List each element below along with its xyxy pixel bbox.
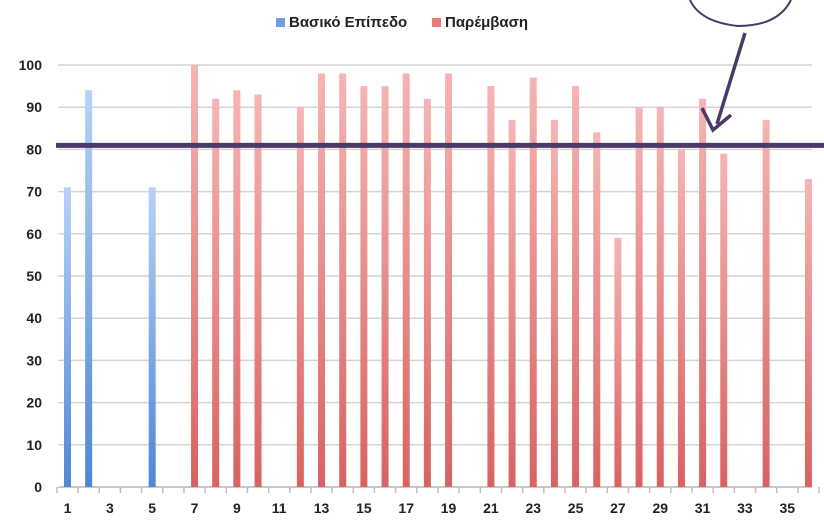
- bar: [318, 73, 326, 487]
- y-tick-label: 0: [34, 479, 42, 495]
- y-axis-ticks: 0 10 20 30 40 50 60 70 80 90 100: [19, 57, 43, 495]
- x-tick-label: 33: [737, 500, 753, 516]
- x-tick-label: 11: [272, 500, 287, 516]
- y-tick-label: 20: [26, 395, 42, 411]
- y-tick-label: 60: [26, 226, 42, 242]
- x-tick-label: 25: [568, 500, 584, 516]
- x-tick-label: 23: [525, 500, 541, 516]
- x-tick-label: 29: [652, 500, 668, 516]
- bar: [762, 119, 770, 488]
- bar: [614, 238, 622, 487]
- y-tick-label: 40: [26, 310, 42, 326]
- bar: [635, 107, 643, 487]
- x-axis: 1 3 5 7 9 11 13 15 17 19 21 23 25 27 29 31 33 35: [56, 486, 820, 516]
- bar: [360, 86, 368, 487]
- x-tick-label: 5: [148, 500, 156, 516]
- x-tick-label: 19: [441, 500, 457, 516]
- legend-label: Παρέμβαση: [445, 14, 528, 31]
- bar: [720, 153, 728, 487]
- y-tick-label: 50: [26, 268, 42, 284]
- bar: [487, 86, 495, 487]
- bar: [64, 187, 71, 487]
- arrow-shaft: [715, 32, 747, 125]
- bar: [593, 132, 601, 487]
- bar: [402, 73, 410, 487]
- legend-label: Βασικό Επίπεδο: [289, 14, 407, 31]
- bar: [233, 90, 241, 487]
- y-tick-label: 70: [26, 184, 42, 200]
- bar: [381, 86, 389, 487]
- bar: [550, 119, 558, 488]
- bar: [572, 86, 580, 487]
- x-tick-label: 17: [398, 500, 414, 516]
- arrow-head: [700, 107, 733, 133]
- bar: [423, 98, 431, 487]
- legend-swatch: [276, 18, 285, 27]
- x-tick-label: 9: [233, 500, 241, 516]
- x-tick-label: 21: [483, 500, 499, 516]
- bar: [699, 98, 707, 487]
- bar: [339, 73, 347, 487]
- callout-bubble: [689, 0, 792, 28]
- x-tick-label: 15: [356, 500, 372, 516]
- bar: [508, 119, 516, 488]
- bar: [529, 77, 537, 487]
- y-tick-label: 90: [26, 99, 42, 115]
- x-tick-label: 13: [314, 500, 330, 516]
- y-tick-label: 30: [26, 352, 42, 368]
- bar: [804, 178, 812, 487]
- bars: [64, 65, 812, 488]
- bar: [191, 65, 199, 487]
- bar: [254, 94, 262, 487]
- x-tick-label: 1: [64, 500, 72, 516]
- y-tick-label: 100: [19, 57, 43, 73]
- x-tick-label: 31: [695, 500, 711, 516]
- callout-annotation: [689, 0, 792, 133]
- legend-swatch: [432, 18, 441, 27]
- bar: [677, 149, 685, 487]
- bar: [296, 107, 304, 487]
- x-tick-label: 7: [191, 500, 199, 516]
- y-tick-label: 80: [26, 141, 42, 157]
- x-tick-label: 27: [610, 500, 626, 516]
- legend: Βασικό Επίπεδο Παρέμβαση: [276, 14, 528, 31]
- bar: [445, 73, 453, 487]
- bar: [656, 107, 664, 487]
- x-tick-label: 3: [106, 500, 114, 516]
- gridlines: [58, 64, 812, 488]
- y-tick-label: 10: [26, 437, 42, 453]
- bar: [148, 187, 156, 487]
- bar: [212, 98, 220, 487]
- x-tick-label: 35: [779, 500, 795, 516]
- bar: [85, 90, 93, 487]
